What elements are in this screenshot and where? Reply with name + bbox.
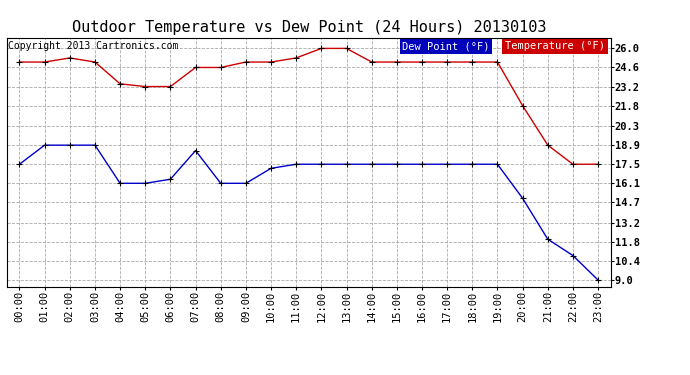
Text: Copyright 2013 Cartronics.com: Copyright 2013 Cartronics.com bbox=[8, 41, 179, 51]
Text: Temperature (°F): Temperature (°F) bbox=[505, 41, 605, 51]
Title: Outdoor Temperature vs Dew Point (24 Hours) 20130103: Outdoor Temperature vs Dew Point (24 Hou… bbox=[72, 20, 546, 35]
Text: Dew Point (°F): Dew Point (°F) bbox=[402, 41, 490, 51]
